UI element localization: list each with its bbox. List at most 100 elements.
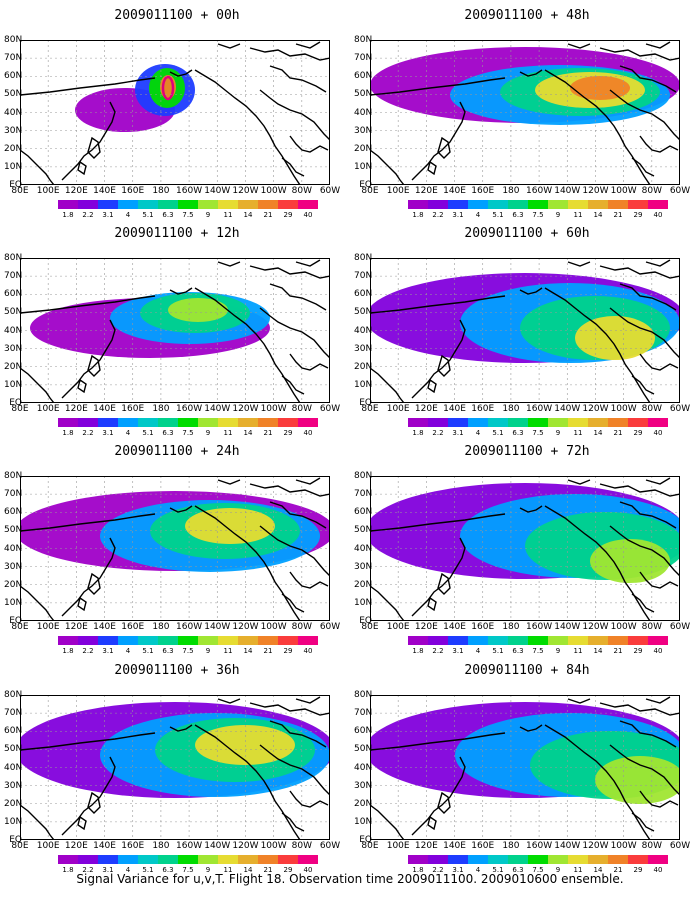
figure-caption: Signal Variance for u,v,T. Flight 18. Ob… [76,872,624,886]
longitude-label: 120E [64,841,88,851]
colorbar-swatch [508,418,528,427]
coastline [87,572,101,595]
longitude-label: 140E [93,622,116,632]
variance-contour [168,298,228,322]
longitude-label: 140W [554,404,581,414]
latitude-label: 10N [354,161,373,172]
coastline [437,354,451,377]
colorbar-swatch [298,855,318,864]
coastline [645,41,671,49]
colorbar-label: 1.8 [62,429,74,437]
longitude-label: 160W [526,186,553,196]
panel-title: 2009011100 + 12h [114,226,240,241]
coastline [437,572,451,595]
latitude-label: 20N [4,143,23,154]
variance-contour [570,76,630,100]
coastline [544,505,651,621]
colorbar-swatch [58,636,78,645]
coastline [249,47,330,61]
colorbar-label: 29 [633,429,643,437]
colorbar-swatch [508,636,528,645]
latitude-label: 40N [4,543,23,554]
colorbar-label: 7.5 [532,647,544,655]
longitude-label: 140E [93,404,116,414]
colorbar-label: 7.5 [532,211,544,219]
latitude-label: 30N [354,561,373,572]
map-panel: 2009011100 + 24h 80N 70N 60N 50N 40N 30N 20N 10N… [4,436,350,655]
coastline [194,724,301,840]
latitude-label: 60N [4,726,23,737]
coastline [370,295,506,314]
coastline [609,89,680,141]
coastline [249,265,330,279]
colorbar-label: 1.8 [62,211,74,219]
colorbar-swatch [468,855,488,864]
coastline [567,698,591,704]
colorbar-label: 29 [283,866,293,874]
longitude-label: 160W [176,404,203,414]
coastline [370,585,405,621]
longitude-label: 80W [291,404,312,414]
coastline [259,525,330,577]
longitude-label: 160W [526,622,553,632]
longitude-label: 100E [36,622,60,632]
colorbar-label: 21 [263,429,273,437]
longitude-label: 160W [176,622,203,632]
coastline [20,77,156,96]
colorbar-swatch [98,855,118,864]
longitude-label: 100E [386,622,410,632]
longitude-label: 80W [291,186,312,196]
coastline [77,160,87,176]
colorbar-label: 14 [593,211,603,219]
coastline [169,505,193,513]
colorbar-swatch [298,418,318,427]
map-panel: 2009011100 + 12h 80N 70N 60N 50N 40N 30N 20N 10N… [4,218,350,437]
colorbar-label: 14 [593,866,603,874]
longitude-label: 160E [121,186,145,196]
coastline [295,696,321,704]
latitude-label: 20N [4,579,23,590]
colorbar [58,418,318,427]
longitude-label: 120E [64,404,88,414]
latitude-label: 30N [4,125,23,136]
colorbar-label: 1.8 [412,429,424,437]
colorbar-label: 9 [555,429,561,437]
map-panel: 2009011100 + 60h 80N 70N 60N 50N 40N 30N 20N 10N… [354,218,700,437]
panel-title: 2009011100 + 36h [114,663,240,678]
coastline [544,287,651,403]
latitude-label: 80N [4,35,23,45]
colorbar-swatch [138,200,158,209]
latitude-label: 20N [354,361,373,372]
latitude-label: 10N [4,597,23,608]
coastline [20,585,55,621]
longitude-label: 100W [260,186,287,196]
colorbar-label: 3.1 [452,647,464,655]
longitude-label: 100W [260,841,287,851]
coastline [217,43,241,49]
variance-map [20,258,330,403]
colorbar-label: 29 [633,647,643,655]
longitude-label: 100W [260,622,287,632]
latitude-label: 40N [354,762,373,773]
longitude-label: 100W [610,186,637,196]
colorbar-label: 21 [613,647,623,655]
coastline [599,47,680,61]
map-panel: 2009011100 + 72h 80N 70N 60N 50N 40N 30N 20N 10N… [354,436,700,655]
colorbar-label: 9 [555,211,561,219]
longitude-label: 60W [319,404,341,414]
colorbar-swatch [568,418,588,427]
longitude-label: 140W [204,186,231,196]
peak-contour [161,75,175,101]
coastline [77,815,87,831]
longitude-label: 180 [502,622,520,632]
colorbar-label: 40 [303,647,313,655]
coastline [194,69,301,185]
colorbar-swatch [118,418,138,427]
coastline [289,790,329,808]
coastline [427,378,437,394]
latitude-label: 20N [4,798,23,809]
colorbar-swatch [548,855,568,864]
coastline [544,724,651,840]
colorbar-label: 40 [303,211,313,219]
coastline [20,367,55,403]
